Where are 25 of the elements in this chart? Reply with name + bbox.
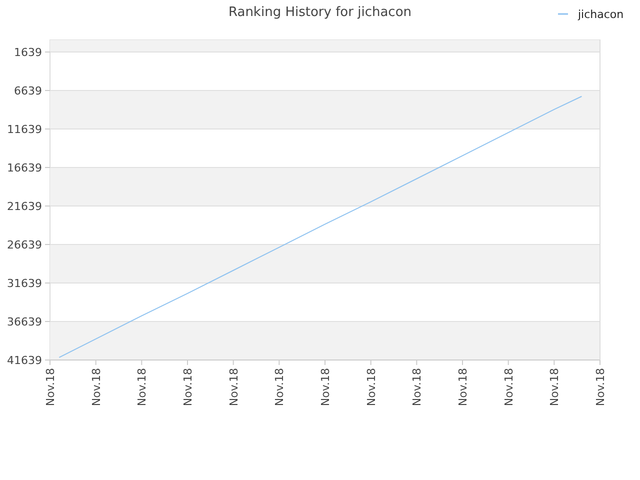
x-tick-label: Nov.18 [273, 368, 286, 406]
x-tick-label: Nov.18 [594, 368, 607, 406]
chart-title: Ranking History for jichacon [228, 5, 412, 20]
x-tick-label: Nov.18 [502, 368, 516, 406]
y-tick-label: 26639 [7, 238, 42, 252]
x-tick-label: Nov.18 [410, 368, 424, 406]
y-tick-label: 11639 [7, 122, 42, 136]
x-tick-label: Nov.18 [364, 368, 378, 406]
y-tick-label: 16639 [7, 161, 42, 174]
legend-label: jichacon [577, 8, 624, 21]
y-tick-label: 21639 [7, 200, 42, 213]
x-tick-label: Nov.18 [136, 368, 149, 406]
line-series [58, 96, 582, 358]
y-tick-label: 31639 [7, 276, 42, 290]
y-tick-label: 6639 [14, 84, 42, 98]
x-tick-label: Nov.18 [90, 368, 103, 406]
y-tick-label: 36639 [7, 315, 42, 328]
x-tick-label: Nov.18 [44, 368, 57, 406]
x-tick-label: Nov.18 [548, 368, 562, 406]
x-tick-label: Nov.18 [182, 368, 194, 406]
x-tick-label: Nov.18 [319, 368, 332, 406]
y-tick-label: 1639 [14, 46, 42, 59]
x-tick-label: Nov.18 [227, 368, 240, 406]
x-tick-label: Nov.18 [456, 368, 470, 406]
y-tick-label: 41639 [7, 354, 42, 367]
